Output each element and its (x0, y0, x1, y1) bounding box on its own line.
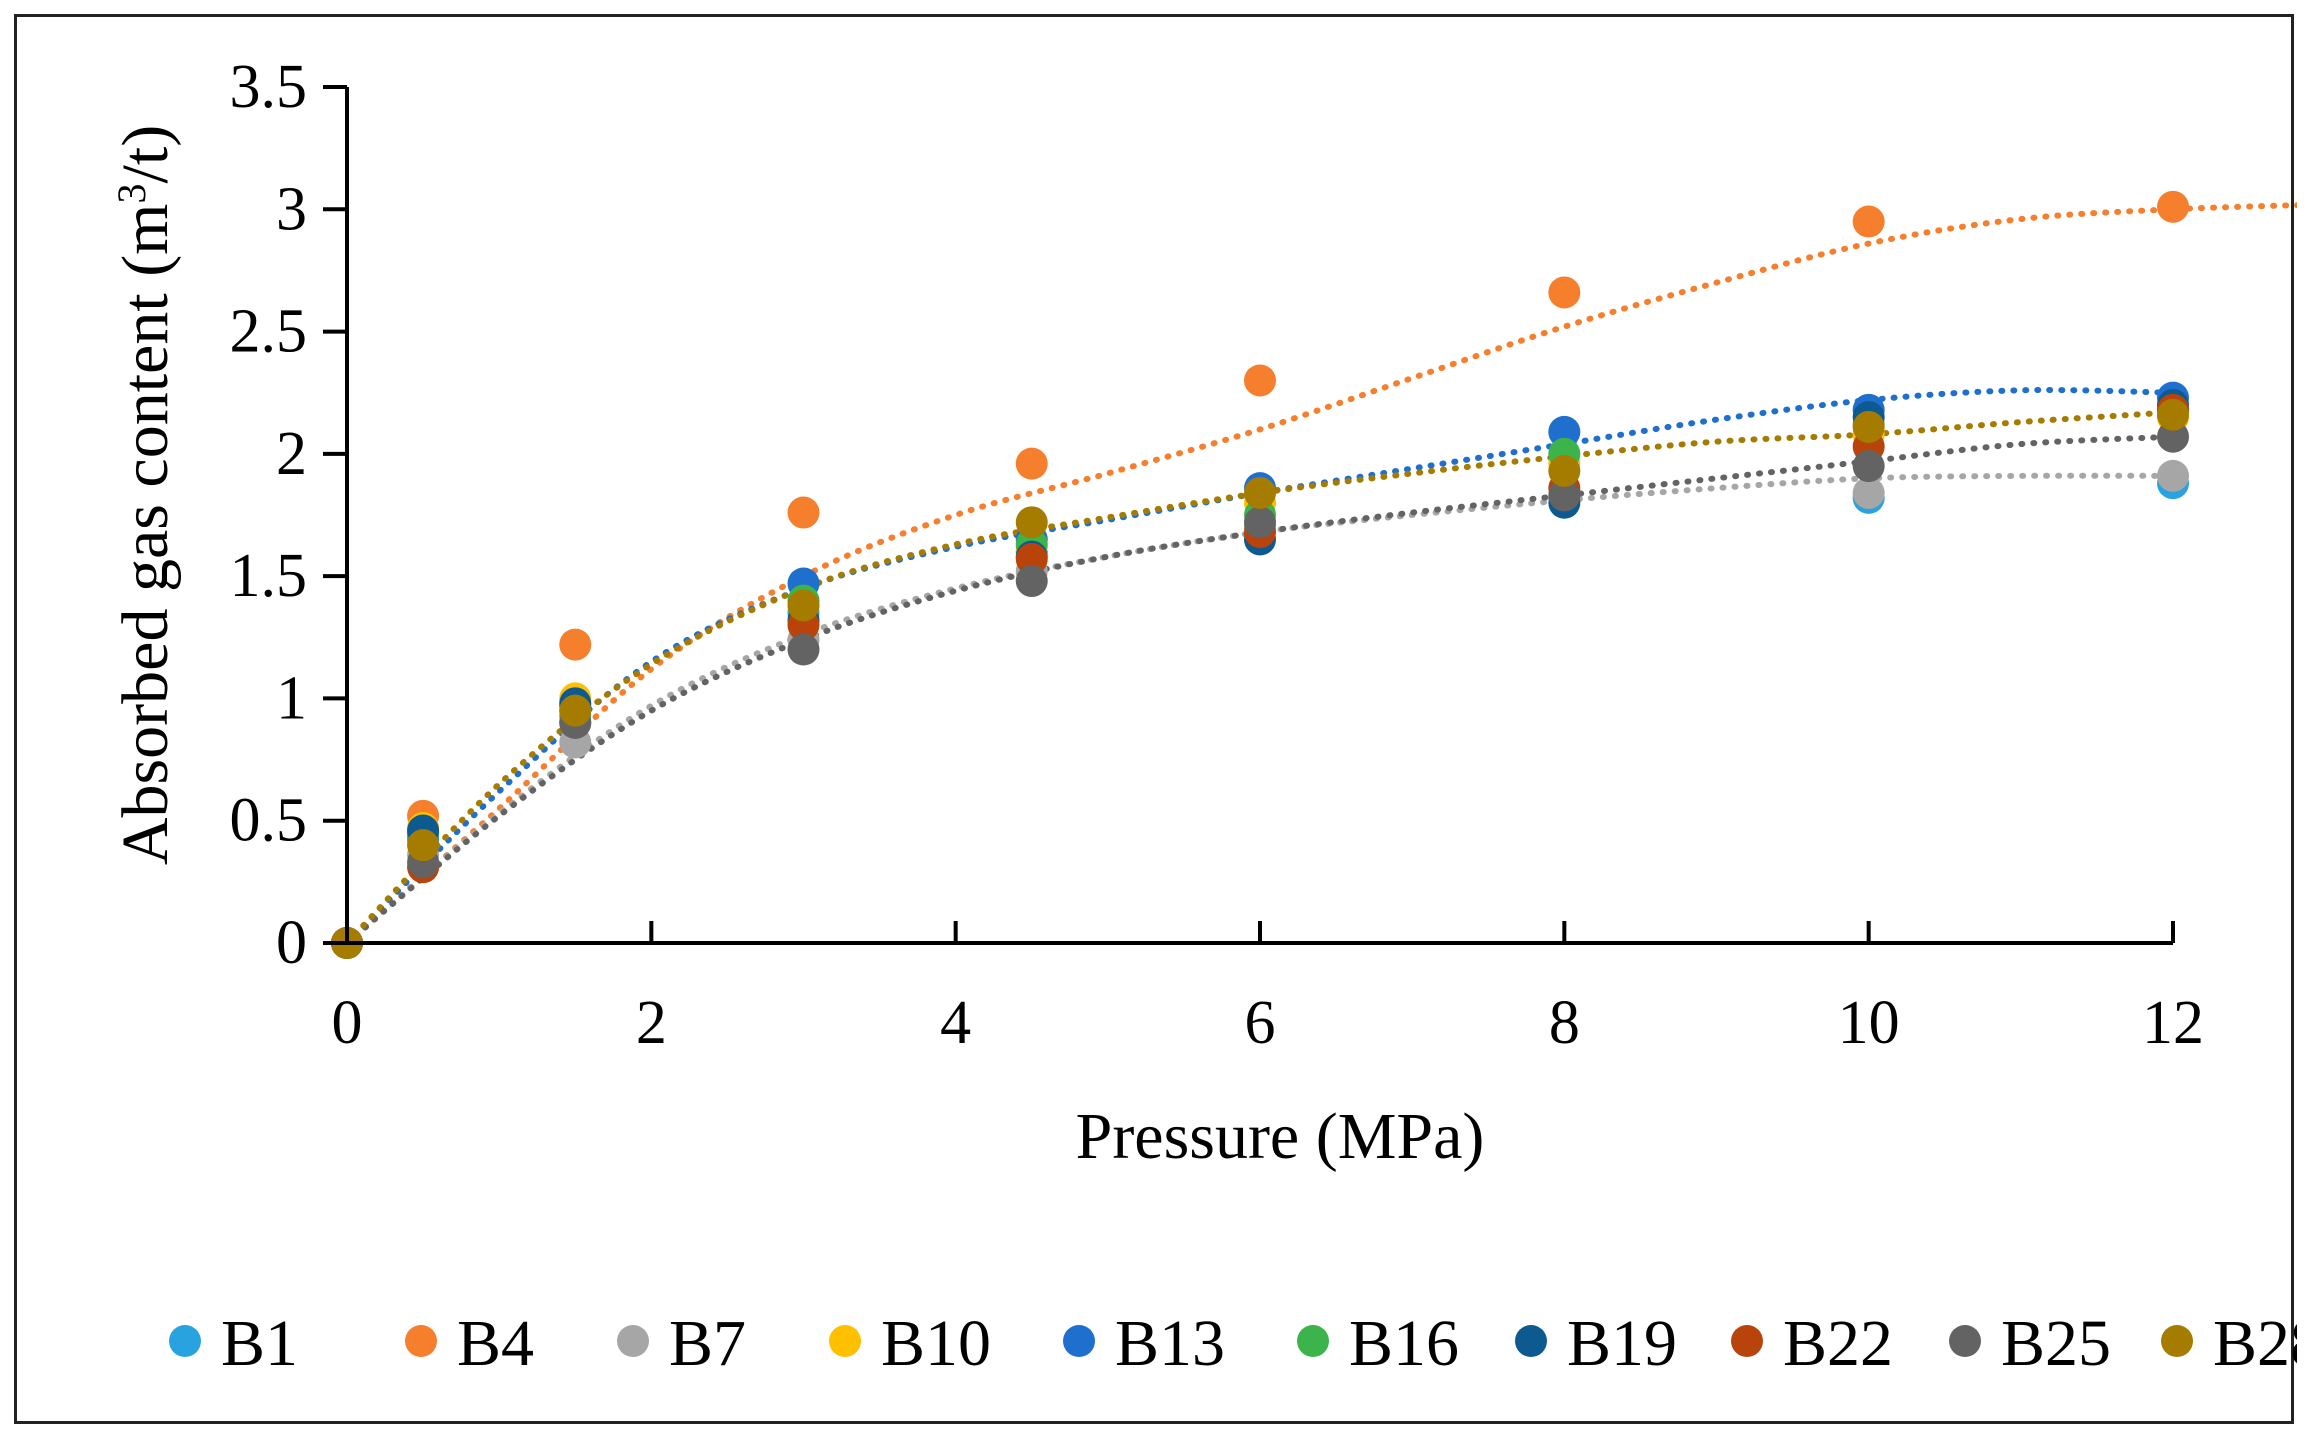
legend: B1 B4 B7 B10 B13 B16 B19 B22 B25 B28 (169, 1307, 2297, 1380)
point-b28 (1852, 410, 1885, 443)
x-axis-title: Pressure (MPa) (1076, 1100, 1485, 1173)
point-b4 (559, 628, 592, 661)
y-tick-label: 0.5 (230, 787, 308, 855)
legend-marker-b10 (829, 1325, 861, 1357)
legend-label-b22: B22 (1783, 1307, 1893, 1380)
point-b25 (1548, 479, 1581, 512)
point-b28 (787, 589, 820, 622)
x-tick-label: 0 (332, 989, 363, 1057)
axes (323, 85, 2175, 945)
x-tick-label: 4 (940, 989, 971, 1057)
point-b7 (1852, 476, 1885, 509)
x-tick-label: 10 (1838, 989, 1900, 1057)
point-b4 (787, 496, 820, 529)
chart-frame: 0 0.5 1 1.5 2 2.5 3 3.5 0 2 4 6 8 10 12 Pressure (MPa) A… (14, 14, 2297, 1424)
data-points (331, 190, 2189, 959)
point-b28 (1244, 476, 1276, 509)
legend-label-b16: B16 (1349, 1307, 1459, 1380)
adsorption-isotherm-chart: 0 0.5 1 1.5 2 2.5 3 3.5 0 2 4 6 8 10 12 Pressure (MPa) A… (109, 53, 2297, 1380)
legend-label-b19: B19 (1567, 1307, 1677, 1380)
legend-marker-b13 (1063, 1325, 1095, 1357)
legend-marker-b22 (1731, 1325, 1763, 1357)
point-b4 (1244, 364, 1276, 397)
y-tick-label: 2 (276, 420, 307, 488)
point-b22 (1015, 543, 1048, 576)
legend-marker-b7 (617, 1325, 649, 1357)
y-tick-label: 3 (276, 175, 307, 243)
point-b25 (787, 633, 820, 666)
y-tick-label: 0 (276, 909, 307, 977)
point-b28 (1548, 454, 1581, 487)
legend-marker-b1 (169, 1325, 201, 1357)
point-b25 (1015, 565, 1048, 598)
point-b28 (2157, 398, 2189, 431)
y-tick-label: 2.5 (230, 298, 308, 366)
point-b25 (1852, 450, 1885, 483)
x-tick-label: 8 (1549, 989, 1580, 1057)
legend-label-b13: B13 (1115, 1307, 1225, 1380)
point-b25 (2157, 420, 2189, 453)
point-b28 (407, 829, 440, 862)
x-tick-label: 6 (1245, 989, 1276, 1057)
point-b4 (2157, 190, 2189, 223)
y-tick-label: 3.5 (230, 53, 308, 121)
legend-label-b4: B4 (457, 1307, 534, 1380)
x-tick-label: 12 (2142, 989, 2204, 1057)
legend-marker-b19 (1515, 1325, 1547, 1357)
legend-label-b28: B28 (2213, 1307, 2297, 1380)
point-b7 (2157, 459, 2189, 492)
axis-labels: 0 0.5 1 1.5 2 2.5 3 3.5 0 2 4 6 8 10 12 Pressure (MPa) A… (109, 53, 2205, 1173)
legend-marker-b25 (1949, 1325, 1981, 1357)
legend-label-b7: B7 (669, 1307, 746, 1380)
legend-marker-b16 (1297, 1325, 1329, 1357)
legend-label-b1: B1 (221, 1307, 298, 1380)
legend-label-b25: B25 (2001, 1307, 2111, 1380)
point-b28 (1015, 506, 1048, 539)
x-tick-label: 2 (636, 989, 667, 1057)
point-b13 (1548, 415, 1581, 448)
y-axis-title: Absorbed gas content (m3/t) (109, 125, 183, 865)
point-b4 (1015, 447, 1048, 480)
y-tick-label: 1.5 (230, 542, 308, 610)
legend-label-b10: B10 (881, 1307, 991, 1380)
legend-marker-b28 (2161, 1325, 2193, 1357)
point-b28 (559, 694, 592, 727)
trendlines (344, 202, 2297, 946)
legend-marker-b4 (405, 1325, 437, 1357)
point-b4 (1852, 205, 1885, 238)
point-b4 (1548, 276, 1581, 309)
point-b25 (1244, 506, 1276, 539)
trendline-b28 (344, 409, 2176, 946)
trendline-b4 (344, 202, 2297, 946)
y-tick-label: 1 (276, 664, 307, 732)
